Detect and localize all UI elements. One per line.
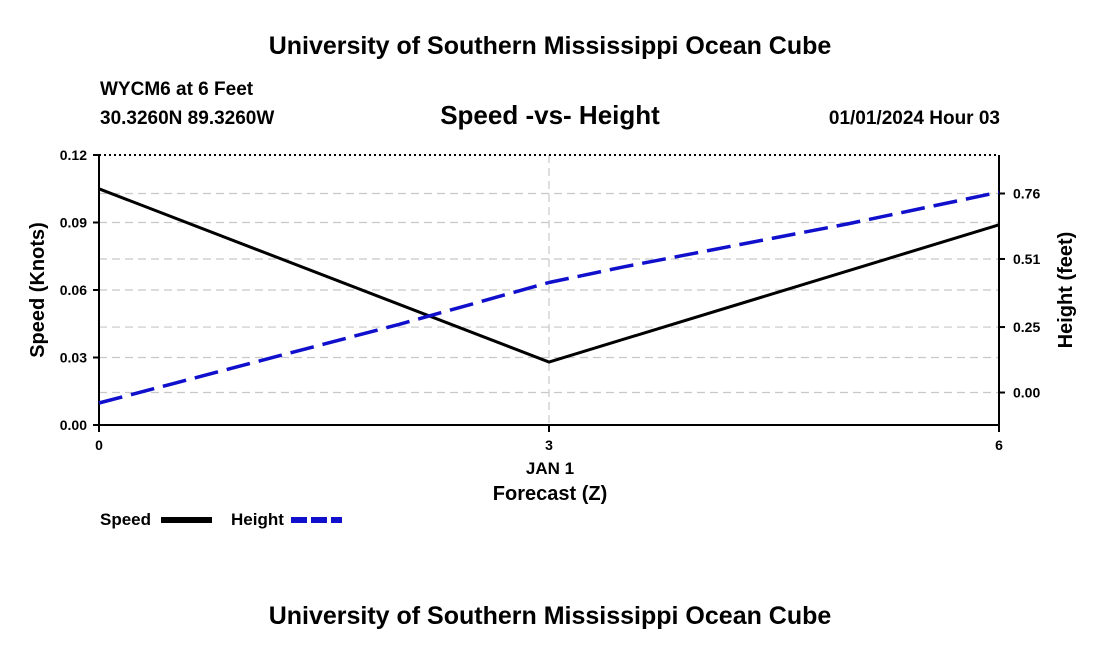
y-left-tick-label: 0.12 bbox=[60, 147, 87, 163]
y-left-tick-label: 0.00 bbox=[60, 417, 87, 433]
y-left-tick-label: 0.06 bbox=[60, 282, 87, 298]
y-left-label: Speed (Knots) bbox=[27, 222, 49, 358]
top-title: University of Southern Mississippi Ocean… bbox=[269, 32, 832, 60]
series-line-height bbox=[98, 190, 1000, 405]
y-left-tick-label: 0.09 bbox=[60, 215, 87, 231]
x-axis-label: Forecast (Z) bbox=[493, 483, 607, 505]
station-label: WYCM6 at 6 Feet bbox=[100, 79, 254, 100]
y-right-label: Height (feet) bbox=[1055, 232, 1077, 349]
legend-height-label: Height bbox=[231, 510, 284, 529]
datetime-label: 01/01/2024 Hour 03 bbox=[829, 108, 1000, 129]
x-tick-label: 3 bbox=[545, 437, 553, 453]
x-date-label: JAN 1 bbox=[526, 459, 574, 478]
legend-speed-label: Speed bbox=[100, 510, 151, 529]
series bbox=[98, 187, 1000, 405]
series-line-speed bbox=[98, 187, 1000, 364]
y-right-tick-label: 0.76 bbox=[1013, 185, 1040, 201]
x-tick-label: 0 bbox=[95, 437, 103, 453]
y-right-tick-label: 0.00 bbox=[1013, 385, 1040, 401]
x-tick-label: 6 bbox=[995, 437, 1003, 453]
grid bbox=[99, 155, 999, 425]
y-left-tick-label: 0.03 bbox=[60, 350, 87, 366]
y-right-tick-label: 0.51 bbox=[1013, 251, 1040, 267]
legend: Speed Height bbox=[100, 510, 342, 529]
axes bbox=[93, 154, 1005, 432]
y-right-tick-label: 0.25 bbox=[1013, 319, 1040, 335]
bottom-title: University of Southern Mississippi Ocean… bbox=[269, 602, 832, 630]
location-label: 30.3260N 89.3260W bbox=[100, 108, 274, 129]
tick-labels: 0.00 0.03 0.06 0.09 0.12 0.00 0.25 0.51 0.76 0 3 6 bbox=[60, 147, 1041, 453]
chart-title: Speed -vs- Height bbox=[440, 100, 660, 130]
